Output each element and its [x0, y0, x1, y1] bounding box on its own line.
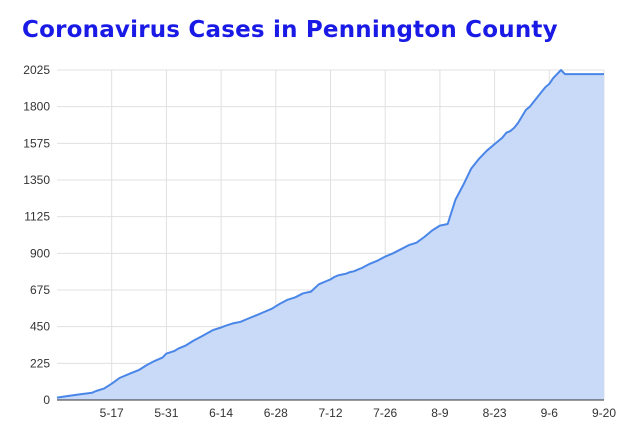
- y-tick-labels: 0 225 450 675 900 1125 1350 1575 1800 2025: [23, 63, 50, 407]
- x-tick-label: 7-26: [373, 406, 397, 420]
- x-tick-labels: 5-17 5-31 6-14 6-28 7-12 7-26 8-9 8-23 9-6 9-20: [100, 406, 617, 420]
- y-tick-label: 1350: [23, 173, 50, 187]
- y-tick-label: 225: [30, 356, 50, 370]
- x-tick-label: 5-31: [154, 406, 178, 420]
- y-tick-label: 1800: [23, 100, 50, 114]
- x-tick-label: 9-6: [541, 406, 559, 420]
- y-tick-label: 1125: [24, 210, 50, 224]
- x-tick-label: 7-12: [318, 406, 342, 420]
- y-tick-label: 450: [30, 320, 50, 334]
- y-tick-label: 900: [30, 246, 50, 260]
- y-tick-label: 2025: [23, 63, 50, 77]
- series-line: [56, 69, 604, 399]
- x-tick-label: 5-17: [100, 406, 124, 420]
- x-tick-label: 6-28: [264, 406, 288, 420]
- x-tick-label: 9-20: [592, 406, 616, 420]
- y-tick-label: 1575: [23, 136, 50, 150]
- x-tick-label: 8-9: [431, 406, 449, 420]
- y-tick-label: 675: [30, 283, 50, 297]
- y-tick-label: 0: [43, 393, 50, 407]
- x-tick-label: 6-14: [209, 406, 233, 420]
- chart-title: Coronavirus Cases in Pennington County: [22, 17, 558, 43]
- series-area-fill: [57, 70, 604, 400]
- x-tick-label: 8-23: [483, 406, 507, 420]
